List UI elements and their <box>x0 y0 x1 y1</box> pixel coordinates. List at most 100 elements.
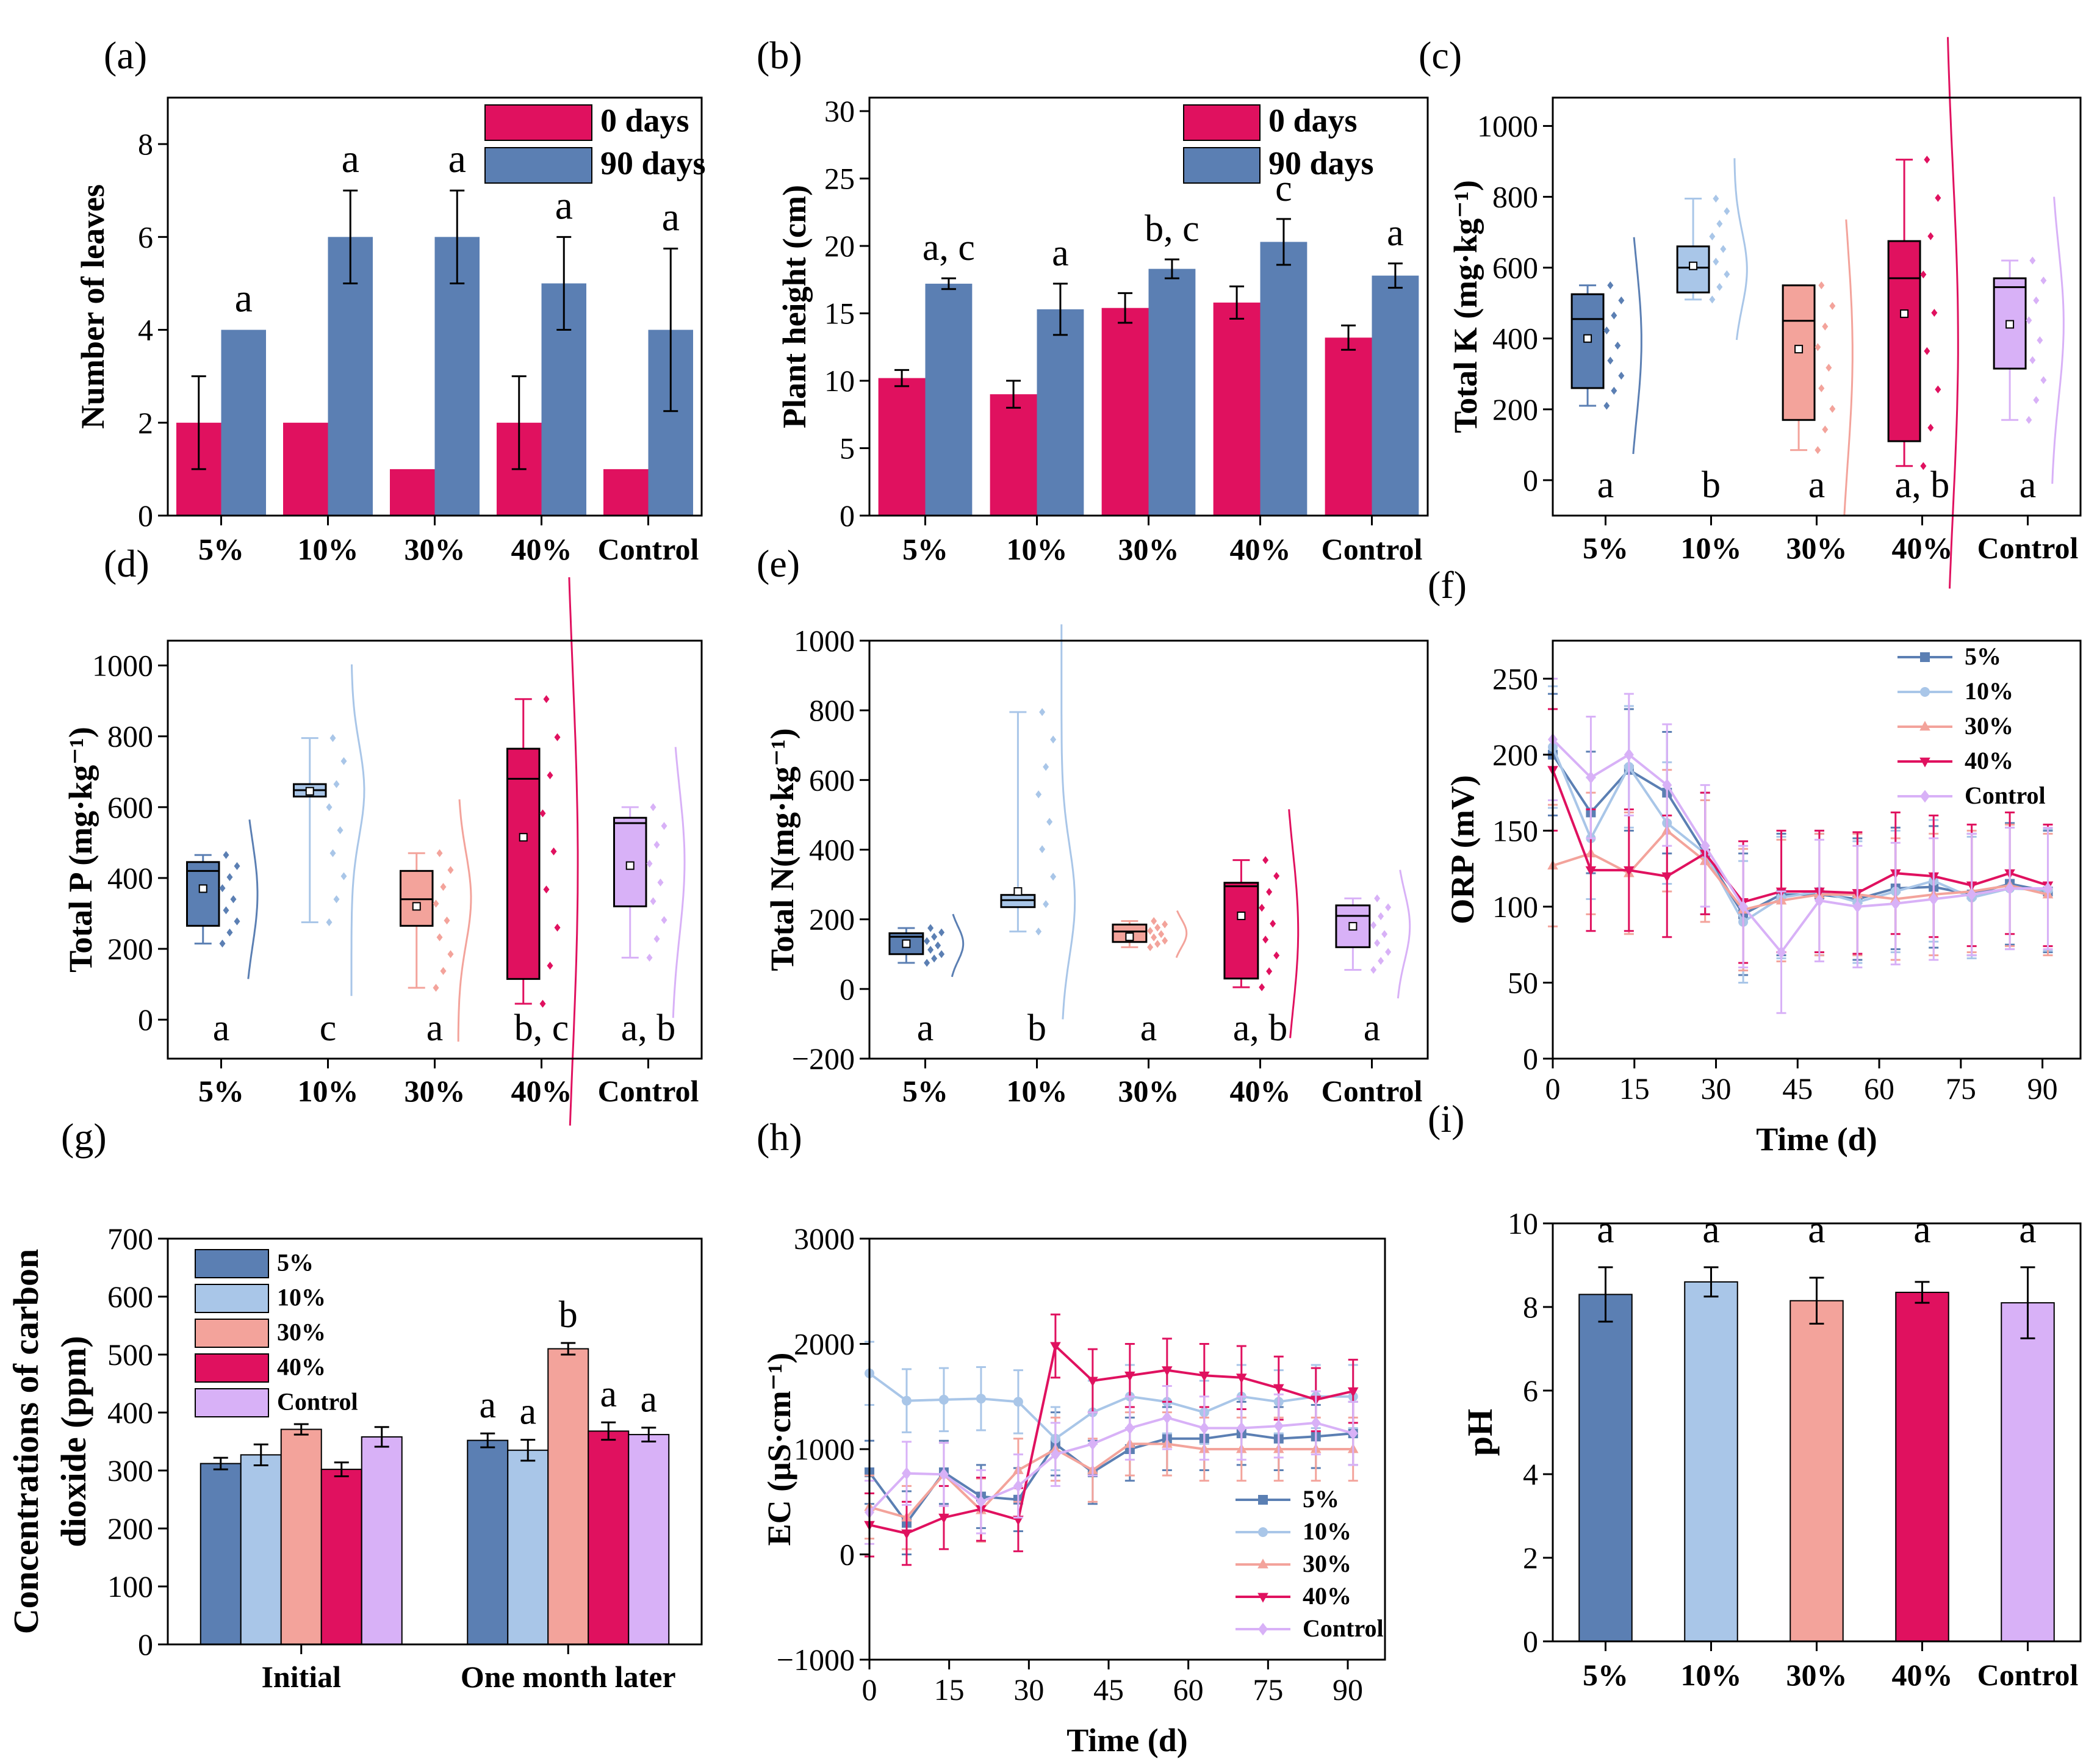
bar <box>1260 242 1307 516</box>
data-point <box>326 918 333 927</box>
data-point <box>1724 270 1730 279</box>
x-tick-label: 10% <box>298 1074 359 1108</box>
data-point <box>1046 818 1053 826</box>
significance-letter: b, c <box>1145 208 1200 250</box>
x-tick-label: 10% <box>1007 532 1068 566</box>
legend-label: 10% <box>277 1284 326 1311</box>
x-tick-label: 10% <box>1007 1074 1068 1108</box>
data-point <box>1738 900 1749 913</box>
bar <box>1789 1300 1844 1643</box>
x-tick-label: 0 <box>862 1672 877 1707</box>
data-point <box>223 851 229 859</box>
violin-curve <box>1175 910 1188 959</box>
x-tick-label: 15 <box>934 1672 965 1707</box>
legend-swatch <box>484 104 592 141</box>
data-point <box>901 1529 912 1539</box>
x-tick-label: One month later <box>461 1660 676 1694</box>
x-tick-label: 45 <box>1093 1672 1124 1707</box>
significance-letter: b <box>1027 1007 1046 1049</box>
significance-letter: a <box>1387 212 1404 254</box>
data-point <box>1151 917 1157 926</box>
significance-letter: a <box>1140 1007 1157 1049</box>
data-point <box>1124 1422 1135 1435</box>
mean-marker <box>1237 911 1246 920</box>
data-point <box>661 916 667 924</box>
significance-letter: a <box>426 1007 444 1049</box>
x-tick-label: Control <box>598 1074 699 1108</box>
y-tick-label: 3000 <box>794 1222 855 1256</box>
data-point <box>1258 1495 1268 1505</box>
bar <box>1578 1294 1633 1642</box>
series-line <box>869 1344 1354 1535</box>
data-point <box>1585 866 1597 876</box>
data-point <box>1270 920 1276 928</box>
series-40% <box>864 1313 1359 1566</box>
data-point <box>433 984 439 992</box>
data-point <box>1147 943 1154 951</box>
data-point <box>223 906 229 915</box>
data-point <box>1273 1384 1284 1394</box>
data-point <box>1709 295 1716 304</box>
panel-label: (i) <box>1428 1097 1464 1140</box>
violin-curve <box>1632 237 1642 455</box>
data-point <box>2033 396 2040 405</box>
data-point <box>1920 687 1930 697</box>
y-tick-label: 0 <box>138 499 153 533</box>
data-point <box>1039 845 1046 854</box>
x-tick-label: 5% <box>198 1074 244 1108</box>
x-tick-label: 30% <box>405 1074 466 1108</box>
data-point <box>1815 446 1821 455</box>
violin-curve <box>1733 158 1748 340</box>
x-tick-label: Control <box>1977 1658 2079 1692</box>
bar <box>1037 309 1084 516</box>
data-point <box>976 1495 986 1508</box>
data-point <box>234 862 240 870</box>
data-point <box>333 895 340 904</box>
series-10% <box>865 1341 1358 1471</box>
legend-swatch <box>484 147 592 184</box>
violin-curve <box>568 577 579 1126</box>
data-point <box>1776 946 1786 959</box>
data-point <box>2029 256 2036 265</box>
data-point <box>1920 462 1927 470</box>
series-line <box>868 1432 1353 1525</box>
data-point <box>230 895 237 904</box>
data-point <box>1162 1366 1173 1377</box>
data-point <box>1814 894 1824 907</box>
data-point <box>1662 779 1672 792</box>
legend-label: 5% <box>1965 643 2001 670</box>
data-point <box>2043 882 2053 895</box>
data-point <box>661 822 667 830</box>
y-tick-label: 500 <box>107 1337 153 1372</box>
x-tick-label: 5% <box>902 532 948 566</box>
data-point <box>1370 965 1377 974</box>
mean-marker <box>902 939 911 948</box>
y-tick-label: 0 <box>840 1538 855 1572</box>
bar <box>588 1430 630 1645</box>
violin-curve <box>350 664 365 996</box>
data-point <box>226 873 233 881</box>
data-point <box>1852 900 1863 913</box>
data-point <box>2040 276 2047 285</box>
legend-label: Control <box>1303 1615 1384 1642</box>
significance-letter: a <box>555 183 573 228</box>
series-line <box>868 1372 1353 1441</box>
data-point <box>1385 948 1392 956</box>
y-tick-label: 200 <box>809 902 855 937</box>
legend-label: Control <box>1965 782 2046 809</box>
data-point <box>2026 316 2032 325</box>
x-tick-label: 5% <box>1583 531 1628 565</box>
violin-curve <box>1843 219 1854 516</box>
significance-letter: a <box>2020 464 2037 506</box>
box <box>1887 240 1921 442</box>
data-point <box>539 999 546 1008</box>
data-point <box>1258 1527 1268 1537</box>
y-tick-label: 0 <box>1523 1042 1538 1076</box>
violin-curve <box>247 819 259 979</box>
y-tick-label: 400 <box>809 833 855 867</box>
violin-curve <box>2051 196 2065 484</box>
data-point <box>1158 930 1165 938</box>
data-point <box>1927 423 1934 432</box>
x-tick-label: 15 <box>1619 1071 1650 1106</box>
